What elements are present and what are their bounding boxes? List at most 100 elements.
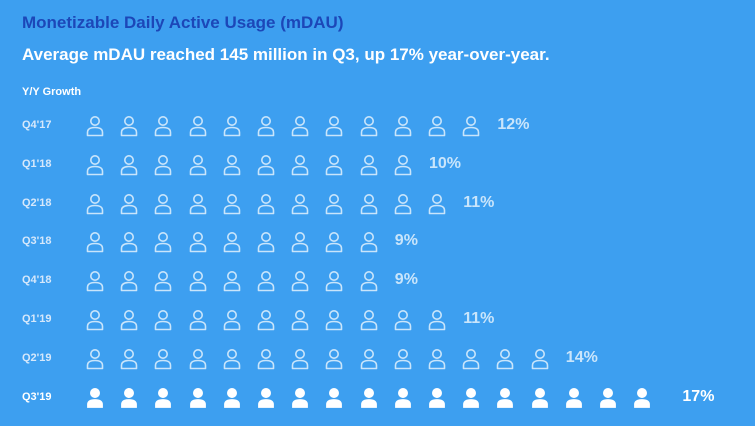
person-icon [324,193,344,215]
growth-value-label: 11% [463,310,495,327]
category-label: Q3'18 [22,235,52,248]
growth-value-label: 11% [463,193,495,211]
person-icon [495,348,515,370]
person-icon [393,387,413,409]
person-icon [393,348,413,370]
person-icon [359,387,379,409]
person-icon [393,309,413,331]
person-icon [598,387,618,409]
person-icon [188,348,208,370]
person-icon [153,348,173,370]
person-icon [153,193,173,215]
person-icon [324,270,344,292]
growth-value-label: 17% [682,387,715,405]
person-icon [256,193,276,215]
person-icon [564,387,584,409]
person-icon [290,348,310,370]
person-icon [85,309,105,331]
person-icon [359,193,379,215]
person-icon [85,387,105,409]
person-icon [222,115,242,137]
person-icon [324,348,344,370]
person-icon [119,348,139,370]
person-icon [461,115,481,137]
person-icon [119,193,139,215]
person-icon [290,231,310,253]
person-icon [324,115,344,137]
person-icon [222,231,242,253]
chart-title: Monetizable Daily Active Usage (mDAU) [22,13,344,32]
person-icon [256,270,276,292]
person-icon [119,387,139,409]
person-icon [393,115,413,137]
person-icon [427,348,447,370]
person-icon [461,348,481,370]
person-icon [85,348,105,370]
person-icon [256,115,276,137]
person-icon [188,193,208,215]
growth-value-label: 12% [497,116,530,133]
category-label: Q2'18 [22,196,52,209]
chart-row: Q3'19 17% [0,386,755,410]
person-icon [290,115,310,137]
person-icon [393,193,413,215]
person-icon [359,348,379,370]
category-label: Q1'19 [22,313,52,325]
person-icon [222,348,242,370]
person-icon [359,115,379,137]
person-icon [85,154,105,176]
person-icon [324,231,344,253]
person-icon [153,231,173,253]
person-icon [119,154,139,176]
person-icon [256,309,276,331]
chart-subtitle: Average mDAU reached 145 million in Q3, … [22,45,550,64]
chart-row: Q2'19 14% [0,347,755,371]
chart-row: Q2'18 11% [0,192,755,216]
person-icon [85,270,105,292]
person-icon [119,231,139,253]
chart-row: Q4'17 12% [0,114,755,138]
person-icon [359,231,379,253]
person-icon [188,270,208,292]
person-icon [256,387,276,409]
person-icon [359,270,379,292]
person-icon [85,193,105,215]
person-icon [119,115,139,137]
person-icon [188,309,208,331]
growth-value-label: 9% [394,271,418,289]
person-icon [119,270,139,292]
chart-row: Q1'19 11% [0,308,755,332]
person-icon [359,154,379,176]
person-icon [153,309,173,331]
person-icon [85,231,105,253]
person-icon [632,387,652,409]
person-icon [153,154,173,176]
person-icon [188,387,208,409]
person-icon [290,387,310,409]
category-label: Q2'19 [22,351,52,364]
person-icon [530,387,550,409]
person-icon [427,309,447,331]
growth-value-label: 9% [394,232,418,250]
chart-row: Q3'18 9% [0,230,755,254]
y-axis-label: Y/Y Growth [22,86,82,98]
person-icon [359,309,379,331]
person-icon [222,309,242,331]
person-icon [290,193,310,215]
person-icon [427,387,447,409]
person-icon [85,115,105,137]
growth-value-label: 10% [429,154,462,172]
person-icon [324,387,344,409]
person-icon [427,193,447,215]
person-icon [222,387,242,409]
person-icon [290,309,310,331]
category-label: Q1'18 [22,157,52,170]
person-icon [530,348,550,370]
person-icon [495,387,515,409]
person-icon [188,231,208,253]
category-label: Q4'18 [22,274,52,287]
growth-value-label: 14% [565,348,598,366]
person-icon [188,154,208,176]
chart-row: Q1'18 10% [0,153,755,177]
